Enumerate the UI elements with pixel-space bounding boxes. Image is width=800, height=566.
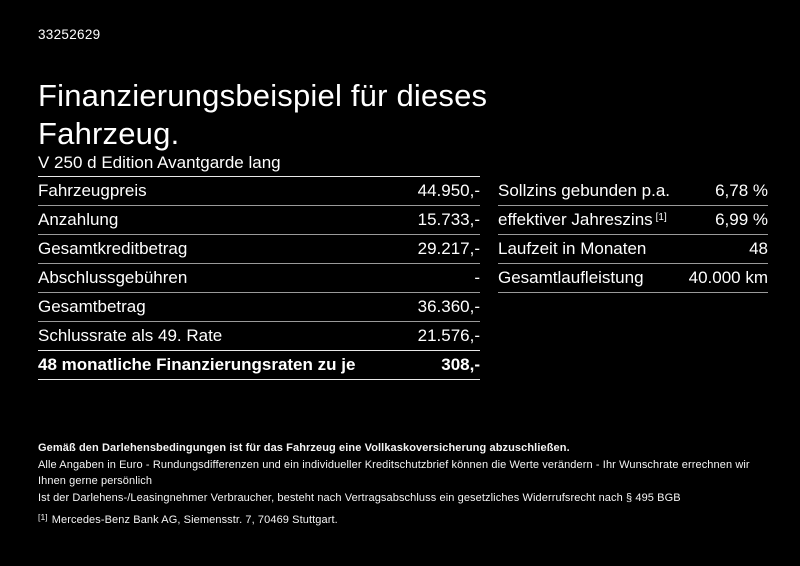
row-value: 6,99 % bbox=[715, 210, 768, 229]
row-value: 36.360,- bbox=[417, 297, 480, 316]
row-value: 308,- bbox=[441, 355, 480, 374]
disclaimer-line-1: Alle Angaben in Euro - Rundungsdifferenz… bbox=[38, 458, 750, 488]
finance-table: V 250 d Edition Avantgarde lang Fahrzeug… bbox=[38, 148, 480, 380]
row-value: - bbox=[474, 268, 480, 287]
row-label: Laufzeit in Monaten bbox=[498, 239, 649, 259]
row-label-text: Laufzeit in Monaten bbox=[498, 239, 647, 258]
row-label-text: Gesamtlaufleistung bbox=[498, 268, 644, 287]
row-label: Anzahlung bbox=[38, 210, 119, 229]
table-row: Laufzeit in Monaten 48 bbox=[498, 235, 768, 264]
table-row: Schlussrate als 49. Rate 21.576,- bbox=[38, 322, 480, 351]
row-value: 21.576,- bbox=[417, 326, 480, 345]
page-title: Finanzierungsbeispiel für dieses Fahrzeu… bbox=[38, 77, 488, 151]
row-label-text: Sollzins gebunden p.a. bbox=[498, 181, 671, 200]
row-label: Abschlussgebühren bbox=[38, 268, 188, 287]
row-value: 48 bbox=[749, 239, 768, 258]
table-row: Gesamtlaufleistung 40.000 km bbox=[498, 264, 768, 293]
table-row: Gesamtbetrag 36.360,- bbox=[38, 293, 480, 322]
footnote-marker: [1] bbox=[38, 512, 48, 522]
document-id: 33252629 bbox=[38, 27, 101, 42]
insurance-note: Gemäß den Darlehensbedingungen ist für d… bbox=[38, 442, 570, 454]
footnote-ref: [1] bbox=[655, 212, 667, 223]
row-label: Fahrzeugpreis bbox=[38, 181, 147, 200]
vehicle-model-label: V 250 d Edition Avantgarde lang bbox=[38, 153, 281, 172]
row-value: 29.217,- bbox=[417, 239, 480, 258]
finance-example-content: V 250 d Edition Avantgarde lang Fahrzeug… bbox=[38, 148, 768, 380]
row-label: Gesamtbetrag bbox=[38, 297, 146, 316]
table-row: Fahrzeugpreis 44.950,- bbox=[38, 177, 480, 206]
row-label: Gesamtlaufleistung bbox=[498, 268, 647, 288]
table-row: Gesamtkreditbetrag 29.217,- bbox=[38, 235, 480, 264]
legal-footer: Gemäß den Darlehensbedingungen ist für d… bbox=[38, 440, 772, 529]
row-value: 15.733,- bbox=[417, 210, 480, 229]
row-label-text: effektiver Jahreszins bbox=[498, 210, 653, 229]
row-label: Sollzins gebunden p.a. bbox=[498, 181, 673, 201]
row-label: Gesamtkreditbetrag bbox=[38, 239, 188, 258]
row-value: 40.000 km bbox=[688, 268, 768, 287]
footnote: [1] Mercedes-Benz Bank AG, Siemensstr. 7,… bbox=[38, 512, 772, 529]
conditions-table: Sollzins gebunden p.a. 6,78 % effektiver… bbox=[498, 177, 768, 293]
footnote-text: Mercedes-Benz Bank AG, Siemensstr. 7, 70… bbox=[51, 514, 338, 526]
row-label: effektiver Jahreszins [1] bbox=[498, 210, 667, 230]
table-row: effektiver Jahreszins [1] 6,99 % bbox=[498, 206, 768, 235]
table-row: Sollzins gebunden p.a. 6,78 % bbox=[498, 177, 768, 206]
table-row: Abschlussgebühren - bbox=[38, 264, 480, 293]
row-label: 48 monatliche Finanzierungsraten zu je bbox=[38, 355, 356, 374]
row-label: Schlussrate als 49. Rate bbox=[38, 326, 223, 345]
monthly-rate-row: 48 monatliche Finanzierungsraten zu je 3… bbox=[38, 350, 480, 380]
disclaimer-line-2: Ist der Darlehens-/Leasingnehmer Verbrau… bbox=[38, 491, 681, 504]
row-value: 6,78 % bbox=[715, 181, 768, 200]
table-row: Anzahlung 15.733,- bbox=[38, 206, 480, 235]
row-value: 44.950,- bbox=[417, 181, 480, 200]
vehicle-model-header: V 250 d Edition Avantgarde lang bbox=[38, 148, 480, 177]
